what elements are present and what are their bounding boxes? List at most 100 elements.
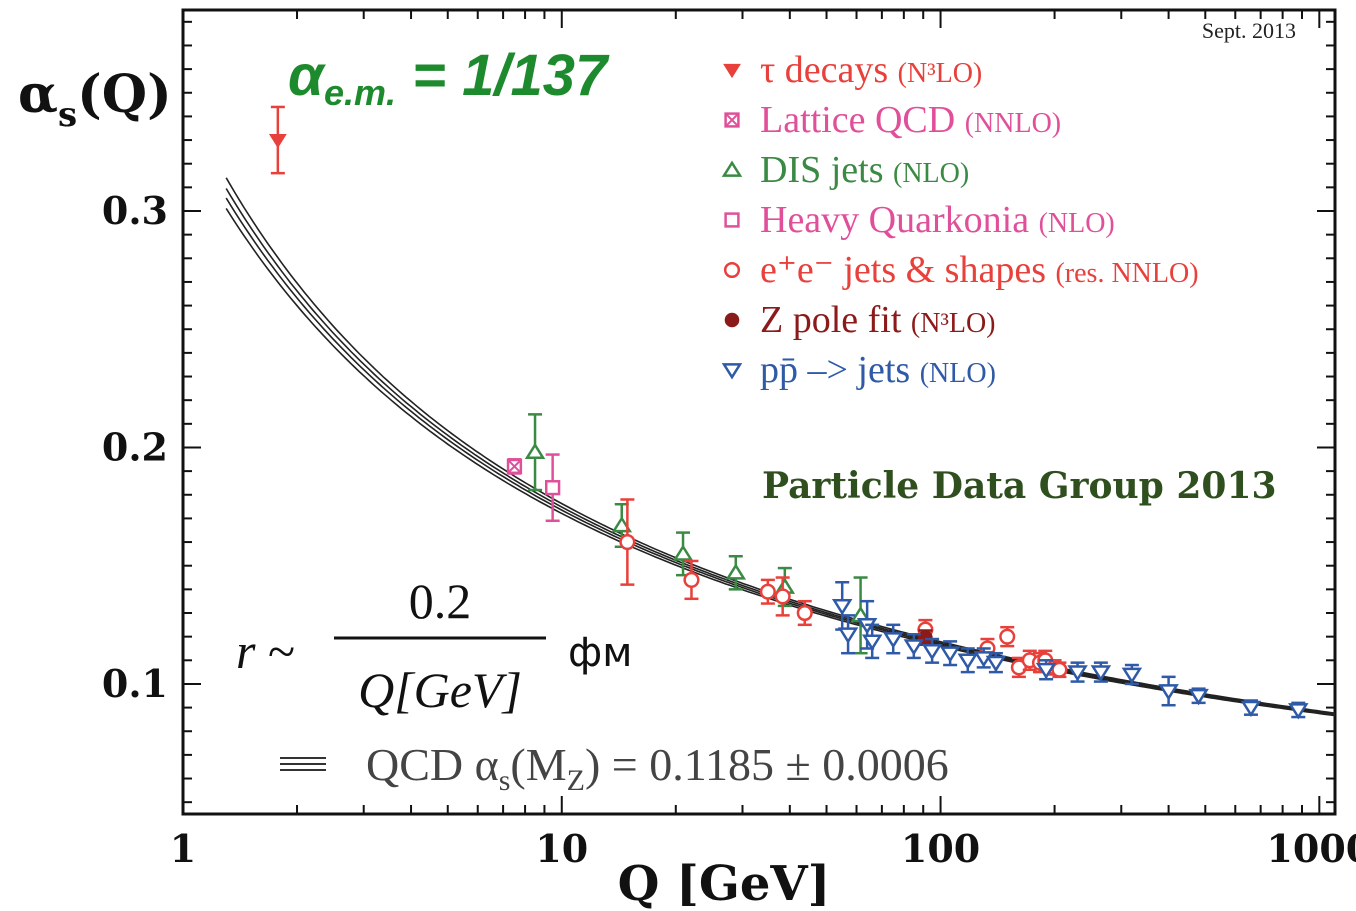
- marker-open-circle: [759, 583, 776, 600]
- marker-open-circle: [774, 588, 791, 605]
- y-axis-ticks: 0.1 0.2 0.3: [102, 20, 1335, 804]
- marker-open-down-triangle: [1121, 667, 1143, 685]
- marker-open-down-triangle: [837, 627, 859, 644]
- series-crossed-square: [506, 458, 523, 475]
- marker-open-circle: [999, 628, 1016, 645]
- qcd-band-label: QCD αs(MZ) = 0.1185 ± 0.0006: [366, 739, 949, 797]
- marker-open-down-triangle: [831, 599, 853, 616]
- data-point: [619, 498, 636, 586]
- marker-open-circle: [683, 571, 700, 588]
- marker-open-down-triangle: [921, 643, 943, 661]
- marker-open-down-triangle: [1035, 662, 1057, 680]
- data-point: [524, 413, 546, 492]
- qcd-band-legend: QCD αs(MZ) = 0.1185 ± 0.0006: [280, 739, 949, 797]
- marker-filled-down-triangle: [268, 133, 287, 149]
- marker-open-square: [544, 480, 561, 496]
- marker-open-up-triangle: [725, 563, 747, 580]
- marker-open-circle: [619, 534, 636, 551]
- x-tick-label: 1: [170, 826, 196, 871]
- marker-open-down-triangle: [939, 646, 961, 663]
- series-open-circle: [619, 498, 1068, 679]
- marker-cross-b: [507, 459, 522, 474]
- legend-label: τ decays (N³LO): [760, 49, 982, 91]
- legend-label: Heavy Quarkonia (NLO): [760, 199, 1115, 241]
- marker-open-down-triangle: [1158, 684, 1179, 701]
- data-point: [1240, 699, 1262, 718]
- data-point: [506, 458, 523, 475]
- marker-cross-b: [724, 112, 740, 128]
- size-formula: r ~ 0.2 Q[GeV] фм: [236, 573, 632, 718]
- y-tick-label: 0.3: [102, 188, 168, 233]
- y-tick-label: 0.1: [102, 661, 168, 706]
- legend-entry: τ decays (N³LO): [723, 49, 982, 91]
- marker-filled-down-triangle: [723, 63, 741, 79]
- legend-entry: DIS jets (NLO): [721, 149, 969, 191]
- alpha-em-annotation: αe.m. = 1/137: [288, 43, 610, 113]
- band-swatch-icon: [280, 757, 326, 771]
- plot-frame: [181, 8, 1337, 816]
- data-point: [861, 623, 883, 660]
- marker-open-down-triangle: [985, 655, 1007, 673]
- marker-open-circle: [1010, 659, 1027, 676]
- marker-open-up-triangle: [611, 515, 633, 533]
- data-point: [1035, 659, 1057, 681]
- series-open-up-triangle: [524, 413, 871, 655]
- marker-open-up-triangle: [672, 544, 694, 561]
- legend-entry: Heavy Quarkonia (NLO): [724, 199, 1115, 241]
- marker-open-down-triangle: [1090, 665, 1112, 682]
- x-tick-label: 10: [535, 826, 588, 871]
- data-point: [683, 559, 700, 601]
- data-point: [921, 637, 943, 664]
- data-point: [544, 453, 561, 523]
- marker-open-up-triangle: [721, 160, 743, 177]
- data-point: [268, 105, 287, 175]
- data-point: [882, 623, 904, 655]
- marker-open-down-triangle: [1188, 688, 1209, 706]
- data-point: [985, 651, 1007, 674]
- marker-open-down-triangle: [957, 653, 979, 670]
- data-point: [1158, 675, 1179, 707]
- legend-entry: pp̄ –> jets (NLO): [721, 349, 996, 391]
- data-point: [999, 625, 1016, 648]
- legend-label: Z pole fit (N³LO): [760, 299, 996, 341]
- legend-label: e⁺e⁻ jets & shapes (res. NNLO): [760, 249, 1199, 291]
- data-point: [1288, 701, 1309, 720]
- marker-open-circle: [1051, 661, 1068, 678]
- formula-numerator: 0.2: [409, 573, 472, 629]
- data-points: [268, 105, 1309, 720]
- data-point: [903, 633, 925, 660]
- legend-label: DIS jets (NLO): [760, 149, 969, 191]
- data-point: [1090, 661, 1112, 683]
- y-axis-title: αs(Q): [18, 64, 172, 135]
- x-axis-title: Q [GeV]: [618, 856, 831, 911]
- marker-open-up-triangle: [524, 442, 546, 460]
- marker-open-down-triangle: [1240, 700, 1262, 718]
- marker-open-down-triangle: [1288, 703, 1309, 720]
- marker-open-circle: [796, 604, 813, 622]
- marker-open-down-triangle: [903, 639, 925, 656]
- formula-lhs: r ~: [236, 623, 295, 679]
- data-point: [1188, 687, 1209, 706]
- marker-open-down-triangle: [882, 632, 904, 649]
- pdg-label: Particle Data Group 2013: [762, 465, 1277, 507]
- legend: τ decays (N³LO) Lattice QCD (NNLO) DIS jet…: [721, 49, 1199, 391]
- data-point: [759, 578, 776, 605]
- data-point: [796, 599, 813, 627]
- legend-label: Lattice QCD (NNLO): [760, 99, 1061, 141]
- data-point: [939, 640, 961, 667]
- data-point: [725, 554, 747, 591]
- y-tick-label: 0.2: [102, 424, 168, 469]
- marker-open-circle: [723, 261, 741, 279]
- data-point: [774, 576, 791, 617]
- data-point: [837, 614, 859, 655]
- series-open-square: [544, 453, 561, 523]
- series-filled-down-triangle: [268, 105, 287, 175]
- x-tick-label: 100: [901, 826, 980, 871]
- legend-entry: Z pole fit (N³LO): [724, 299, 996, 341]
- data-point: [672, 531, 694, 577]
- legend-entry: e⁺e⁻ jets & shapes (res. NNLO): [723, 249, 1199, 291]
- marker-open-square: [724, 212, 740, 228]
